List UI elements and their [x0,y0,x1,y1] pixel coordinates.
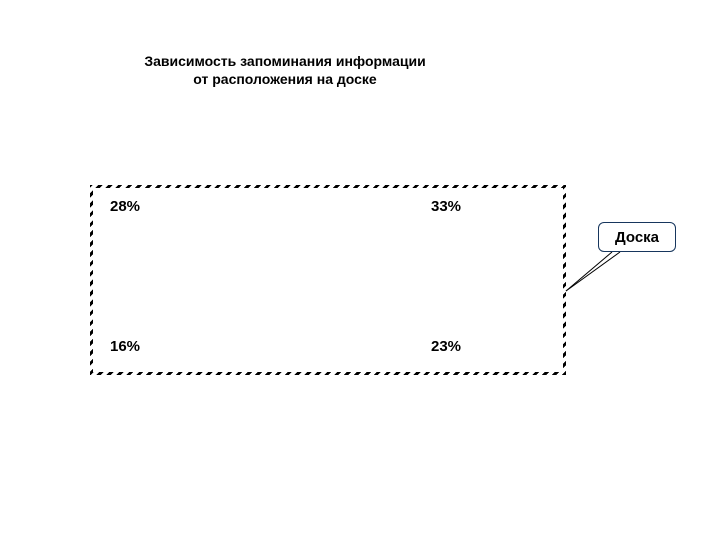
value-top-right: 33% [431,198,461,215]
value-bottom-left: 16% [110,338,140,355]
diagram-title: Зависимость запоминания информации от ра… [0,52,570,88]
value-top-left: 28% [110,198,140,215]
value-bottom-right: 23% [431,338,461,355]
board-rectangle [90,185,566,375]
callout-board-label: Доска [598,222,676,252]
title-line-1: Зависимость запоминания информации [144,53,425,69]
callout-connector [560,248,630,298]
callout-text: Доска [615,229,659,246]
title-line-2: от расположения на доске [193,71,376,87]
